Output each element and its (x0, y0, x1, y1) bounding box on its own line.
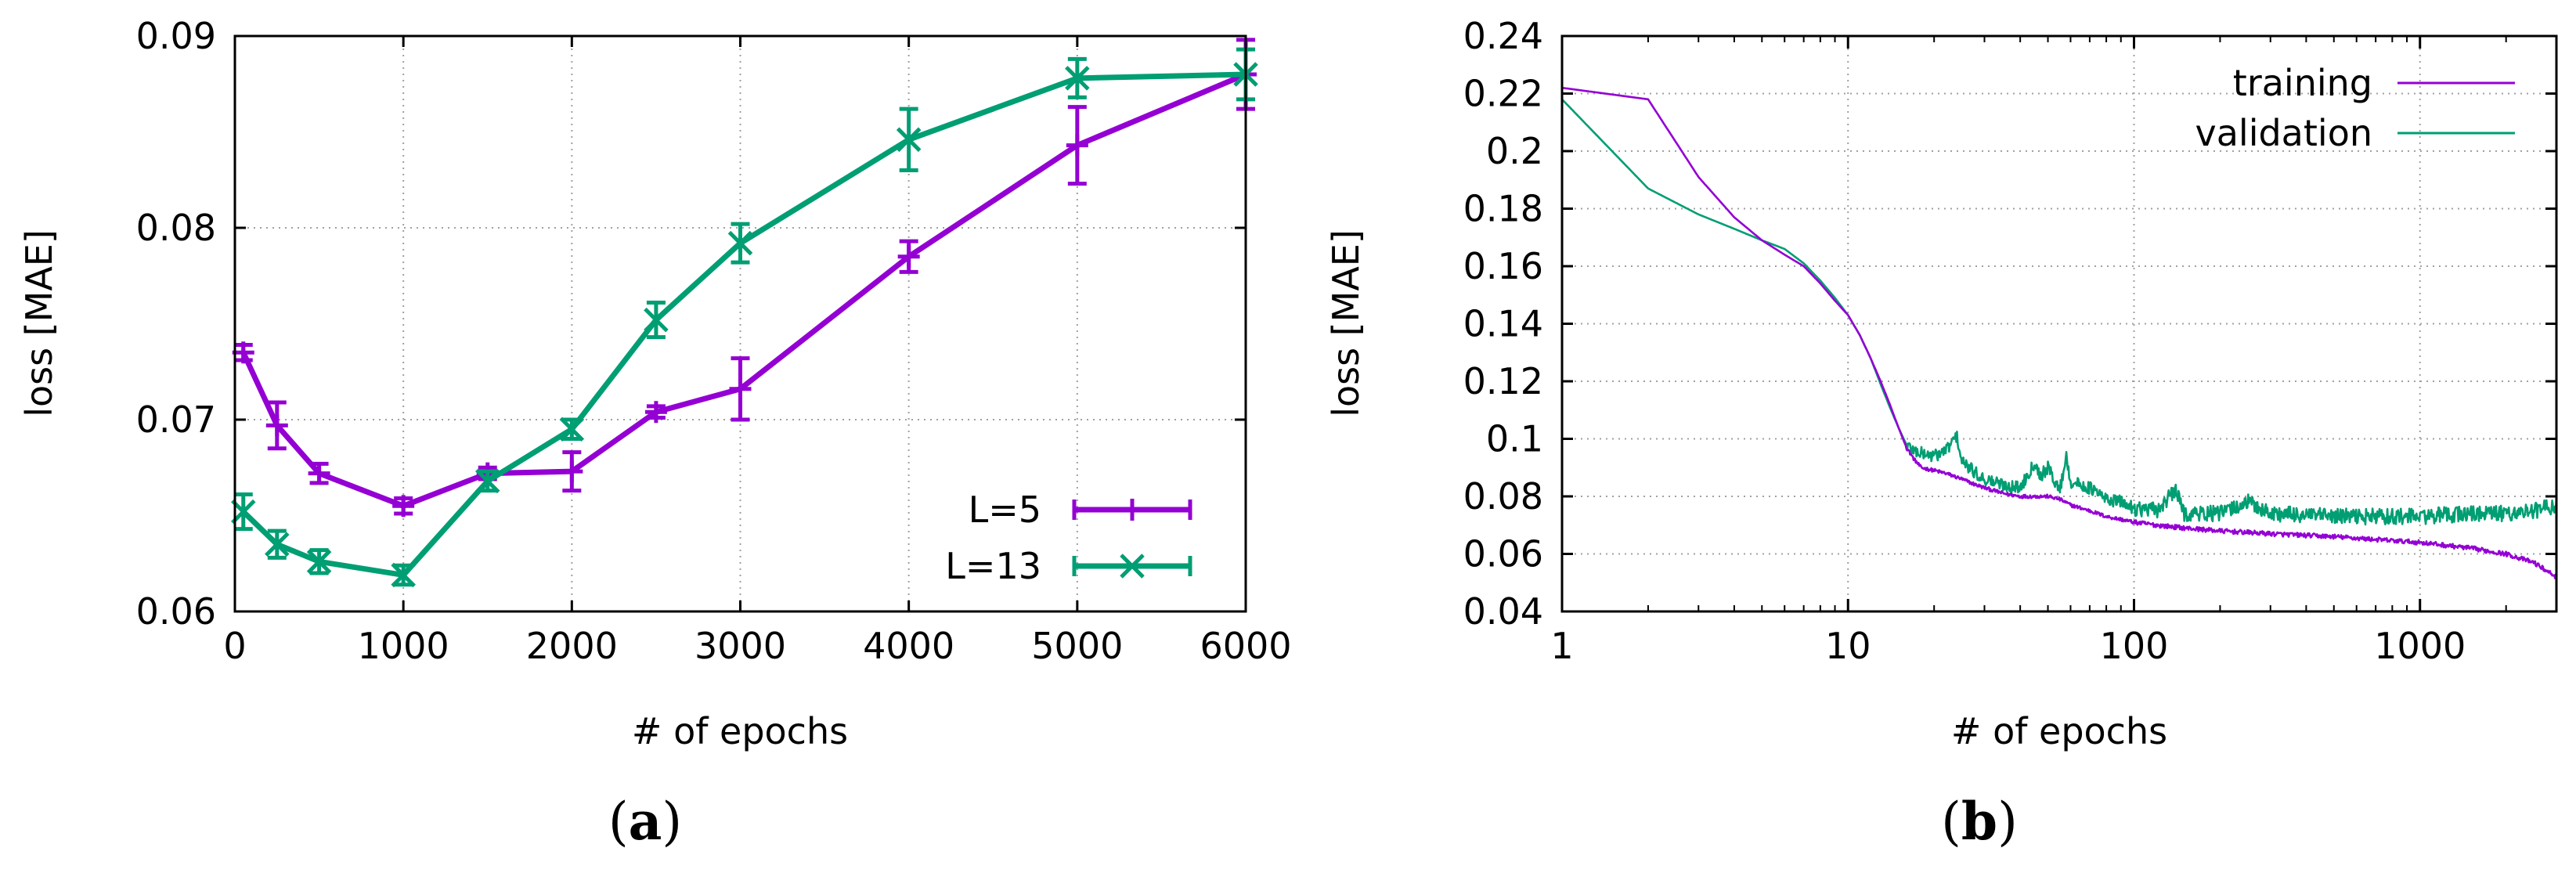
chart-a-legend: L=5 L=13 (945, 489, 1192, 587)
chart-a-xtick-label: 1000 (358, 625, 449, 667)
panel-label-b: (b) (1941, 791, 2018, 852)
chart-a-point-d2 (391, 562, 416, 588)
panel-label-a: (a) (608, 791, 682, 852)
chart-b-ytick-label: 0.18 (1463, 188, 1543, 230)
chart-b-ytick-label: 0.2 (1486, 130, 1543, 172)
chart-a-legend-marker-d2 (1120, 554, 1145, 579)
chart-a-point-d2 (474, 468, 500, 494)
chart-b-ytick-label: 0.14 (1463, 303, 1543, 345)
chart-a-point-d2 (265, 532, 290, 557)
chart-a-ylabel: loss [MAE] (18, 229, 60, 417)
chart-a-xtick-label: 2000 (526, 625, 618, 667)
chart-b-ytick-label: 0.08 (1463, 475, 1543, 518)
chart-a-legend-label: L=5 (969, 489, 1041, 531)
chart-a-point-d2 (306, 549, 332, 575)
chart-b-series-line-1 (1561, 98, 2558, 526)
chart-b-ytick-label: 0.24 (1463, 15, 1543, 57)
chart-a-point-d2 (644, 307, 669, 333)
chart-b-xlabel: # of epochs (1951, 710, 2167, 752)
chart-b-xtick-label: 1000 (2374, 625, 2466, 667)
chart-a-xtick-label: 3000 (695, 625, 786, 667)
chart-a-xlabel: # of epochs (632, 710, 848, 752)
chart-b-ytick-label: 0.04 (1463, 590, 1543, 633)
chart-a-point-d2 (1065, 66, 1090, 91)
chart-b-grid (1562, 36, 2556, 611)
chart-b-frame (1560, 34, 2558, 613)
chart-a-ticks: 0 1000 2000 3000 4000 5000 6000 0.06 0.07 0.08 0.0… (136, 15, 1292, 667)
chart-a: 0 1000 2000 3000 4000 5000 6000 0.06 0.07 0.08 0.0… (18, 15, 1292, 852)
chart-b-series (1561, 86, 2558, 579)
chart-a-ytick-label: 0.07 (136, 399, 216, 441)
chart-a-legend-label: L=13 (945, 545, 1041, 587)
chart-a-point-d2 (727, 230, 753, 256)
chart-a-ytick-label: 0.06 (136, 590, 216, 633)
chart-b-series-line-0 (1561, 86, 2558, 579)
chart-b-xtick-label: 10 (1825, 625, 1871, 667)
chart-b-ytick-label: 0.16 (1463, 245, 1543, 287)
chart-b: 1 10 100 1000 0.04 0.06 0.08 0.1 0.12 0.14 0.16 0.1… (1325, 15, 2558, 852)
chart-a-xtick-label: 5000 (1031, 625, 1123, 667)
chart-a-ytick-label: 0.08 (136, 207, 216, 249)
chart-b-legend-label: validation (2195, 112, 2372, 154)
chart-a-point-d2 (896, 127, 922, 153)
chart-b-ticks: 1 10 100 1000 0.04 0.06 0.08 0.1 0.12 0.14 0.16 0.1… (1463, 15, 2557, 667)
chart-a-xtick-label: 4000 (863, 625, 954, 667)
chart-a-grid (235, 36, 1246, 611)
chart-a-xtick-label: 0 (223, 625, 246, 667)
chart-b-xtick-label: 1 (1550, 625, 1573, 667)
chart-b-ylabel: loss [MAE] (1325, 229, 1367, 417)
chart-b-xtick-label: 100 (2100, 625, 2169, 667)
chart-a-point-d2 (559, 417, 585, 442)
chart-b-ytick-label: 0.06 (1463, 533, 1543, 575)
chart-b-legend: training validation (2195, 62, 2515, 154)
chart-b-legend-label: training (2233, 62, 2372, 104)
chart-a-ytick-label: 0.09 (136, 15, 216, 57)
chart-a-series-line-0 (240, 71, 1247, 509)
chart-b-ytick-label: 0.12 (1463, 360, 1543, 402)
chart-a-xtick-label: 6000 (1200, 625, 1291, 667)
chart-b-ytick-label: 0.1 (1486, 418, 1543, 460)
chart-b-ytick-label: 0.22 (1463, 73, 1543, 115)
chart-a-series (230, 38, 1258, 588)
